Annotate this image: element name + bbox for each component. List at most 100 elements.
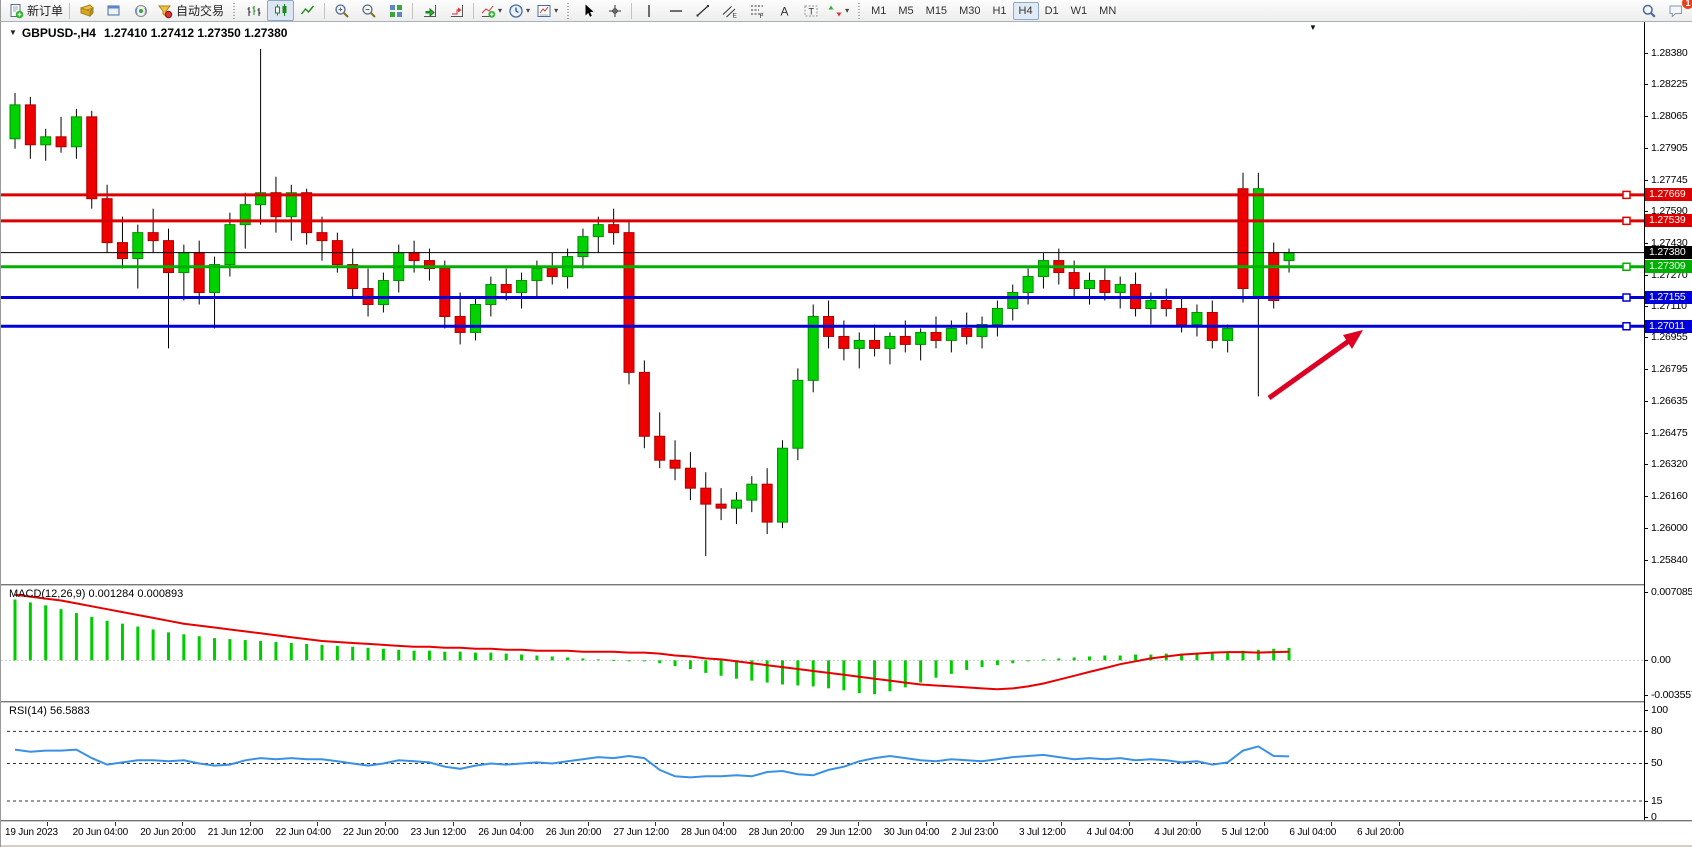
autotrading-button[interactable]: 自动交易 bbox=[154, 0, 227, 21]
bear-candle bbox=[961, 327, 973, 337]
navigator-button[interactable] bbox=[127, 0, 154, 21]
crosshair-button[interactable] bbox=[601, 0, 628, 21]
time-label: 21 Jun 12:00 bbox=[207, 827, 264, 838]
time-label: 28 Jun 04:00 bbox=[681, 827, 737, 838]
trendline-button[interactable] bbox=[689, 0, 716, 21]
timeframe-button-h4[interactable]: H4 bbox=[1012, 1, 1039, 20]
bull-candle bbox=[945, 327, 957, 341]
macd-histogram-bar bbox=[781, 660, 784, 685]
tick-mark bbox=[1645, 337, 1648, 339]
macd-panel[interactable] bbox=[1, 586, 1644, 701]
zoom-in-icon bbox=[334, 3, 349, 18]
price-tick: 1.26635 bbox=[1651, 395, 1688, 408]
macd-histogram-bar bbox=[1210, 652, 1214, 661]
bar-chart-button[interactable] bbox=[240, 0, 267, 21]
line-marker[interactable] bbox=[1622, 293, 1631, 302]
macd-histogram-bar bbox=[274, 642, 278, 661]
line-marker[interactable] bbox=[1622, 322, 1631, 331]
bull-candle bbox=[1283, 252, 1295, 262]
tick-mark bbox=[1645, 242, 1648, 244]
collapse-triangle-icon[interactable]: ▼ bbox=[9, 28, 17, 37]
tile-windows-button[interactable] bbox=[382, 0, 409, 21]
price-tick: 1.26160 bbox=[1651, 490, 1688, 503]
svg-text:F: F bbox=[759, 13, 763, 19]
bear-candle bbox=[1237, 188, 1249, 290]
template-icon bbox=[537, 4, 551, 17]
bull-candle bbox=[40, 136, 52, 146]
zoom-out-button[interactable] bbox=[355, 0, 382, 21]
trend-arrow-annotation[interactable] bbox=[1267, 330, 1363, 401]
line-chart-button[interactable] bbox=[294, 0, 321, 21]
market-watch-button[interactable] bbox=[73, 0, 100, 21]
macd-histogram-bar bbox=[1041, 659, 1045, 661]
bull-candle bbox=[531, 268, 543, 282]
price-axis[interactable]: 1.28380 1.28225 1.28065 1.27905 1.27745 1.275… bbox=[1644, 22, 1692, 823]
timeframe-button-m5[interactable]: M5 bbox=[898, 4, 914, 17]
tick-mark bbox=[1645, 147, 1648, 149]
panel-splitter[interactable] bbox=[1, 584, 1692, 586]
bull-candle bbox=[209, 264, 221, 294]
candles bbox=[9, 48, 1295, 557]
price-tick: 1.27745 bbox=[1651, 173, 1688, 186]
zoom-in-button[interactable] bbox=[328, 0, 355, 21]
horizontal-line-button[interactable] bbox=[662, 0, 689, 21]
macd-histogram-bar bbox=[197, 636, 201, 661]
macd-histogram-bar bbox=[980, 660, 984, 668]
price-tick: 1.28380 bbox=[1651, 46, 1688, 59]
candlestick-chart-button[interactable] bbox=[267, 0, 295, 21]
bear-candle bbox=[930, 331, 942, 341]
search-button[interactable] bbox=[1635, 0, 1662, 21]
timeframe-button-m15[interactable]: M15 bbox=[925, 4, 948, 17]
bear-candle bbox=[55, 136, 67, 148]
svg-text:T: T bbox=[808, 6, 814, 16]
chart-window[interactable]: ▼ GBPUSD-,H4 1.27410 1.27412 1.27350 1.273… bbox=[1, 22, 1692, 847]
bear-candle bbox=[869, 339, 881, 349]
templates-button[interactable]: ▾ bbox=[533, 0, 561, 21]
time-tick bbox=[1399, 822, 1400, 826]
shift-icon bbox=[450, 4, 463, 17]
equidistant-channel-button[interactable]: E bbox=[716, 0, 743, 21]
macd-histogram-bar bbox=[182, 634, 186, 661]
bear-candle bbox=[454, 315, 466, 333]
timeframe-button-w1[interactable]: W1 bbox=[1070, 4, 1088, 17]
bull-candle bbox=[1037, 260, 1049, 278]
data-window-button[interactable] bbox=[100, 0, 127, 21]
macd-histogram-bar bbox=[965, 660, 969, 671]
textA-icon: A bbox=[780, 4, 788, 18]
fibonacci-button[interactable]: F bbox=[743, 0, 770, 21]
timeframe-button-m1[interactable]: M1 bbox=[871, 4, 887, 17]
timeframe-button-m30[interactable]: M30 bbox=[959, 4, 981, 17]
timeframe-button-mn[interactable]: MN bbox=[1099, 4, 1117, 17]
bear-candle bbox=[500, 284, 512, 294]
line-marker[interactable] bbox=[1622, 262, 1631, 272]
tick-mark bbox=[1645, 274, 1648, 276]
tick-mark bbox=[1645, 660, 1648, 662]
price-chart[interactable] bbox=[1, 22, 1644, 584]
notifications-button[interactable]: 1 bbox=[1662, 0, 1692, 21]
line-marker[interactable] bbox=[1622, 216, 1631, 226]
timeframe-button-h1[interactable]: H1 bbox=[992, 4, 1007, 17]
chart-shift-button[interactable] bbox=[443, 0, 470, 21]
cursor-icon bbox=[585, 4, 594, 17]
bull-candle bbox=[792, 379, 804, 449]
rsi-panel[interactable] bbox=[1, 703, 1644, 820]
cursor-button[interactable] bbox=[574, 0, 601, 21]
line-marker[interactable] bbox=[1622, 190, 1631, 200]
indicators-button[interactable]: ▾ bbox=[477, 0, 505, 21]
timeframe-button-d1[interactable]: D1 bbox=[1044, 4, 1059, 17]
macd-histogram-bar bbox=[765, 660, 769, 683]
arrows-button[interactable]: ▾ bbox=[824, 0, 852, 21]
vertical-line-button[interactable] bbox=[635, 0, 662, 21]
macd-signal-line bbox=[14, 593, 1290, 691]
new-order-button[interactable]: 新订单 bbox=[5, 0, 66, 21]
time-label: 27 Jun 12:00 bbox=[613, 827, 669, 838]
panel-splitter[interactable] bbox=[1, 701, 1692, 703]
macd-histogram-bar bbox=[535, 655, 539, 661]
text-button[interactable]: A bbox=[770, 0, 797, 21]
bear-candle bbox=[700, 487, 712, 505]
time-axis[interactable]: 19 Jun 2023 20 Jun 04:00 20 Jun 20:00 21 Ju… bbox=[1, 822, 1692, 845]
auto-scroll-button[interactable] bbox=[416, 0, 443, 21]
text-label-button[interactable]: T bbox=[797, 0, 824, 21]
periods-button[interactable]: ▾ bbox=[505, 0, 533, 21]
time-tick bbox=[452, 822, 454, 826]
